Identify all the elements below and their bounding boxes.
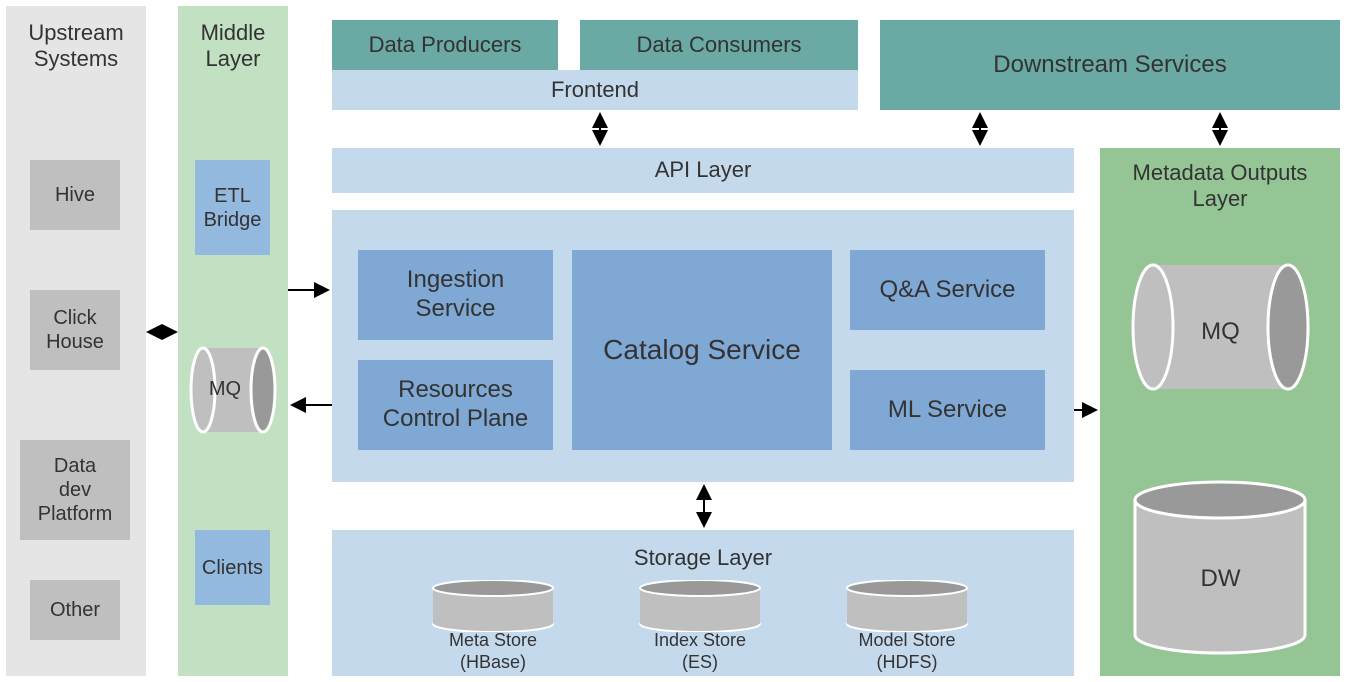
resources-control: Resources Control Plane xyxy=(358,360,553,450)
upstream-clickhouse: Click House xyxy=(30,290,120,370)
qa-service: Q&A Service xyxy=(850,250,1045,330)
arrow-services-storage xyxy=(694,482,714,530)
data-consumers: Data Consumers xyxy=(580,20,858,70)
index-store-icon xyxy=(635,580,765,632)
arrow-downstream-outputs xyxy=(1210,110,1230,148)
storage-title: Storage Layer xyxy=(332,545,1074,571)
arrow-resources-to-middle xyxy=(288,395,332,415)
model-store-icon xyxy=(842,580,972,632)
upstream-hive: Hive xyxy=(30,160,120,230)
arrow-frontend-api xyxy=(590,110,610,148)
arrow-ml-to-outputs xyxy=(1074,400,1100,420)
data-producers: Data Producers xyxy=(332,20,558,70)
upstream-other: Other xyxy=(30,580,120,640)
ingestion-service: Ingestion Service xyxy=(358,250,553,340)
arrow-middle-to-ingestion xyxy=(288,280,332,300)
ml-service: ML Service xyxy=(850,370,1045,450)
metadata-outputs-title: Metadata Outputs Layer xyxy=(1100,160,1340,213)
catalog-service: Catalog Service xyxy=(572,250,832,450)
arrow-upstream-middle xyxy=(146,322,178,342)
outputs-dw-label: DW xyxy=(1128,565,1313,594)
frontend-label: Frontend xyxy=(551,77,639,103)
middle-title: Middle Layer xyxy=(178,20,288,73)
api-layer: API Layer xyxy=(332,148,1074,193)
frontend-box: Frontend xyxy=(332,70,858,110)
model-store-label: Model Store (HDFS) xyxy=(842,630,972,673)
arrow-downstream-api-1 xyxy=(970,110,990,148)
middle-etl: ETL Bridge xyxy=(195,160,270,255)
upstream-title: Upstream Systems xyxy=(6,20,146,73)
index-store-label: Index Store (ES) xyxy=(635,630,765,673)
meta-store-label: Meta Store (HBase) xyxy=(428,630,558,673)
middle-mq-label: MQ xyxy=(200,377,250,401)
outputs-mq-label: MQ xyxy=(1128,318,1313,347)
upstream-datadev: Data dev Platform xyxy=(20,440,130,540)
middle-clients: Clients xyxy=(195,530,270,605)
meta-store-icon xyxy=(428,580,558,632)
downstream-services: Downstream Services xyxy=(880,20,1340,110)
